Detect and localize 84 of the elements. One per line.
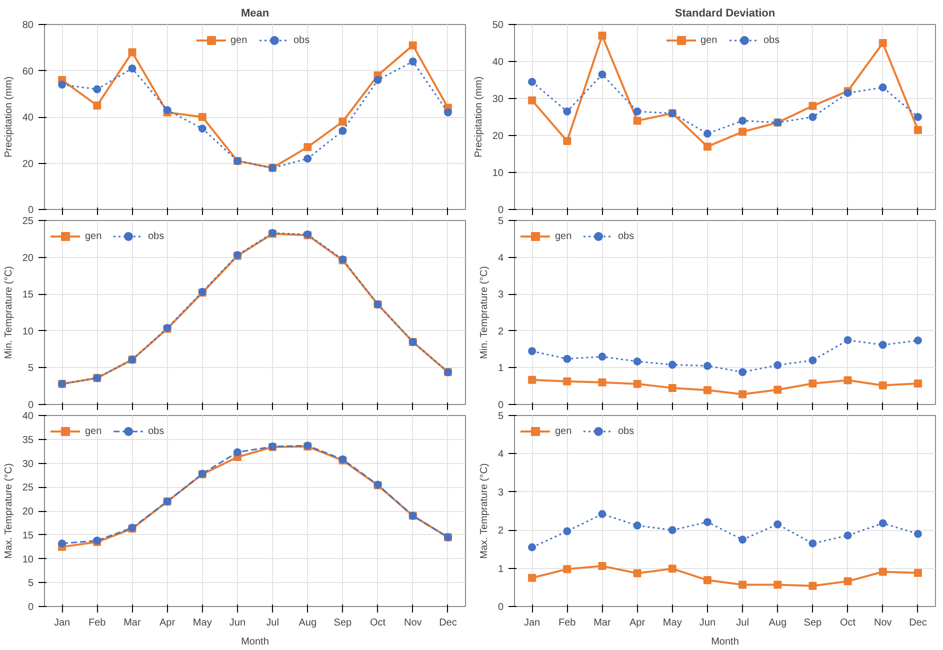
y-tick-label: 5 xyxy=(498,411,504,422)
y-tick-label: 3 xyxy=(498,487,504,498)
y-tick-label: 15 xyxy=(22,290,34,301)
legend-label: gen xyxy=(555,426,573,436)
y-tick-label: 0 xyxy=(498,400,504,411)
x-tick-label: Oct xyxy=(840,618,856,628)
legend-label: gen xyxy=(230,34,248,46)
x-tick-label: Feb xyxy=(558,618,576,628)
y-tick-label: 0 xyxy=(498,205,504,216)
legend-label: obs xyxy=(148,426,166,436)
x-tick-label: Jan xyxy=(524,618,540,628)
x-tick-label: Aug xyxy=(298,618,317,628)
x-tick-label: Jun xyxy=(229,618,246,628)
y-tick-label: 10 xyxy=(22,326,34,338)
y-axis-title: Min. Temprature (°C) xyxy=(478,266,490,359)
legend-label: obs xyxy=(618,426,636,436)
x-tick-label: Sep xyxy=(804,618,822,628)
x-tick-label: Apr xyxy=(630,618,646,628)
y-tick-label: 25 xyxy=(22,216,34,227)
x-tick-label: Jul xyxy=(266,618,279,628)
y-tick-label: 5 xyxy=(28,363,34,374)
x-axis-title: Month xyxy=(241,636,269,648)
y-tick-label: 4 xyxy=(498,449,504,460)
legend-label: gen xyxy=(85,426,103,436)
y-tick-label: 20 xyxy=(22,158,34,170)
y-tick-label: 0 xyxy=(28,602,34,613)
x-tick-label: Jul xyxy=(736,618,749,628)
legend-label: obs xyxy=(294,34,311,46)
x-tick-label: Apr xyxy=(160,618,176,628)
y-tick-label: 80 xyxy=(22,20,34,31)
y-tick-label: 10 xyxy=(22,554,34,566)
y-axis-title: Min. Temprature (°C) xyxy=(3,266,14,359)
y-tick-label: 20 xyxy=(492,131,504,142)
x-axis-title: Month xyxy=(711,636,739,648)
y-axis-title: Precipitation (mm) xyxy=(3,76,14,158)
chart-title: Standard Deviation xyxy=(674,8,776,20)
x-tick-label: Dec xyxy=(439,618,457,628)
y-tick-label: 25 xyxy=(22,482,34,494)
y-tick-label: 20 xyxy=(22,252,34,264)
x-tick-label: Jun xyxy=(699,618,716,628)
y-tick-label: 30 xyxy=(492,94,504,105)
y-tick-label: 10 xyxy=(492,168,504,179)
chart-title: Mean xyxy=(240,8,270,20)
x-tick-label: Mar xyxy=(594,618,612,628)
legend-label: obs xyxy=(148,230,166,242)
y-tick-label: 4 xyxy=(498,252,504,264)
x-tick-label: Dec xyxy=(909,618,927,628)
y-tick-label: 15 xyxy=(22,530,34,542)
y-tick-label: 30 xyxy=(22,458,34,470)
x-tick-label: Oct xyxy=(370,618,386,628)
x-tick-label: Nov xyxy=(874,618,892,628)
y-tick-label: 0 xyxy=(498,602,504,613)
y-axis-title: Max. Temprature (°C) xyxy=(478,463,490,559)
y-tick-label: 40 xyxy=(22,411,34,422)
legend-label: gen xyxy=(700,34,718,46)
y-tick-label: 5 xyxy=(498,216,504,227)
y-tick-label: 50 xyxy=(492,20,504,31)
x-tick-label: Aug xyxy=(768,618,787,628)
y-tick-label: 20 xyxy=(22,506,34,518)
x-tick-label: Nov xyxy=(404,618,422,628)
x-tick-label: Mar xyxy=(124,618,142,628)
y-tick-label: 1 xyxy=(498,564,504,575)
y-tick-label: 2 xyxy=(498,526,504,537)
legend-label: gen xyxy=(85,230,103,242)
y-axis-title: Precipitation (mm) xyxy=(473,76,484,158)
y-tick-label: 40 xyxy=(492,57,504,68)
y-axis-title: Max. Temprature (°C) xyxy=(3,463,14,559)
x-tick-label: Jan xyxy=(54,618,70,628)
y-tick-label: 35 xyxy=(22,434,34,446)
y-tick-label: 5 xyxy=(28,578,34,590)
y-tick-label: 0 xyxy=(28,205,34,216)
y-tick-label: 0 xyxy=(28,400,34,411)
y-tick-label: 2 xyxy=(498,326,504,338)
y-tick-label: 40 xyxy=(22,112,34,124)
x-tick-label: Sep xyxy=(334,618,352,628)
y-tick-label: 1 xyxy=(498,363,504,374)
legend-label: obs xyxy=(618,230,636,242)
x-tick-label: May xyxy=(192,618,212,628)
y-tick-label: 3 xyxy=(498,290,504,301)
legend-label: obs xyxy=(764,34,781,46)
legend-label: gen xyxy=(555,230,573,242)
y-tick-label: 60 xyxy=(22,66,34,78)
x-tick-label: Feb xyxy=(88,618,106,628)
x-tick-label: May xyxy=(662,618,682,628)
